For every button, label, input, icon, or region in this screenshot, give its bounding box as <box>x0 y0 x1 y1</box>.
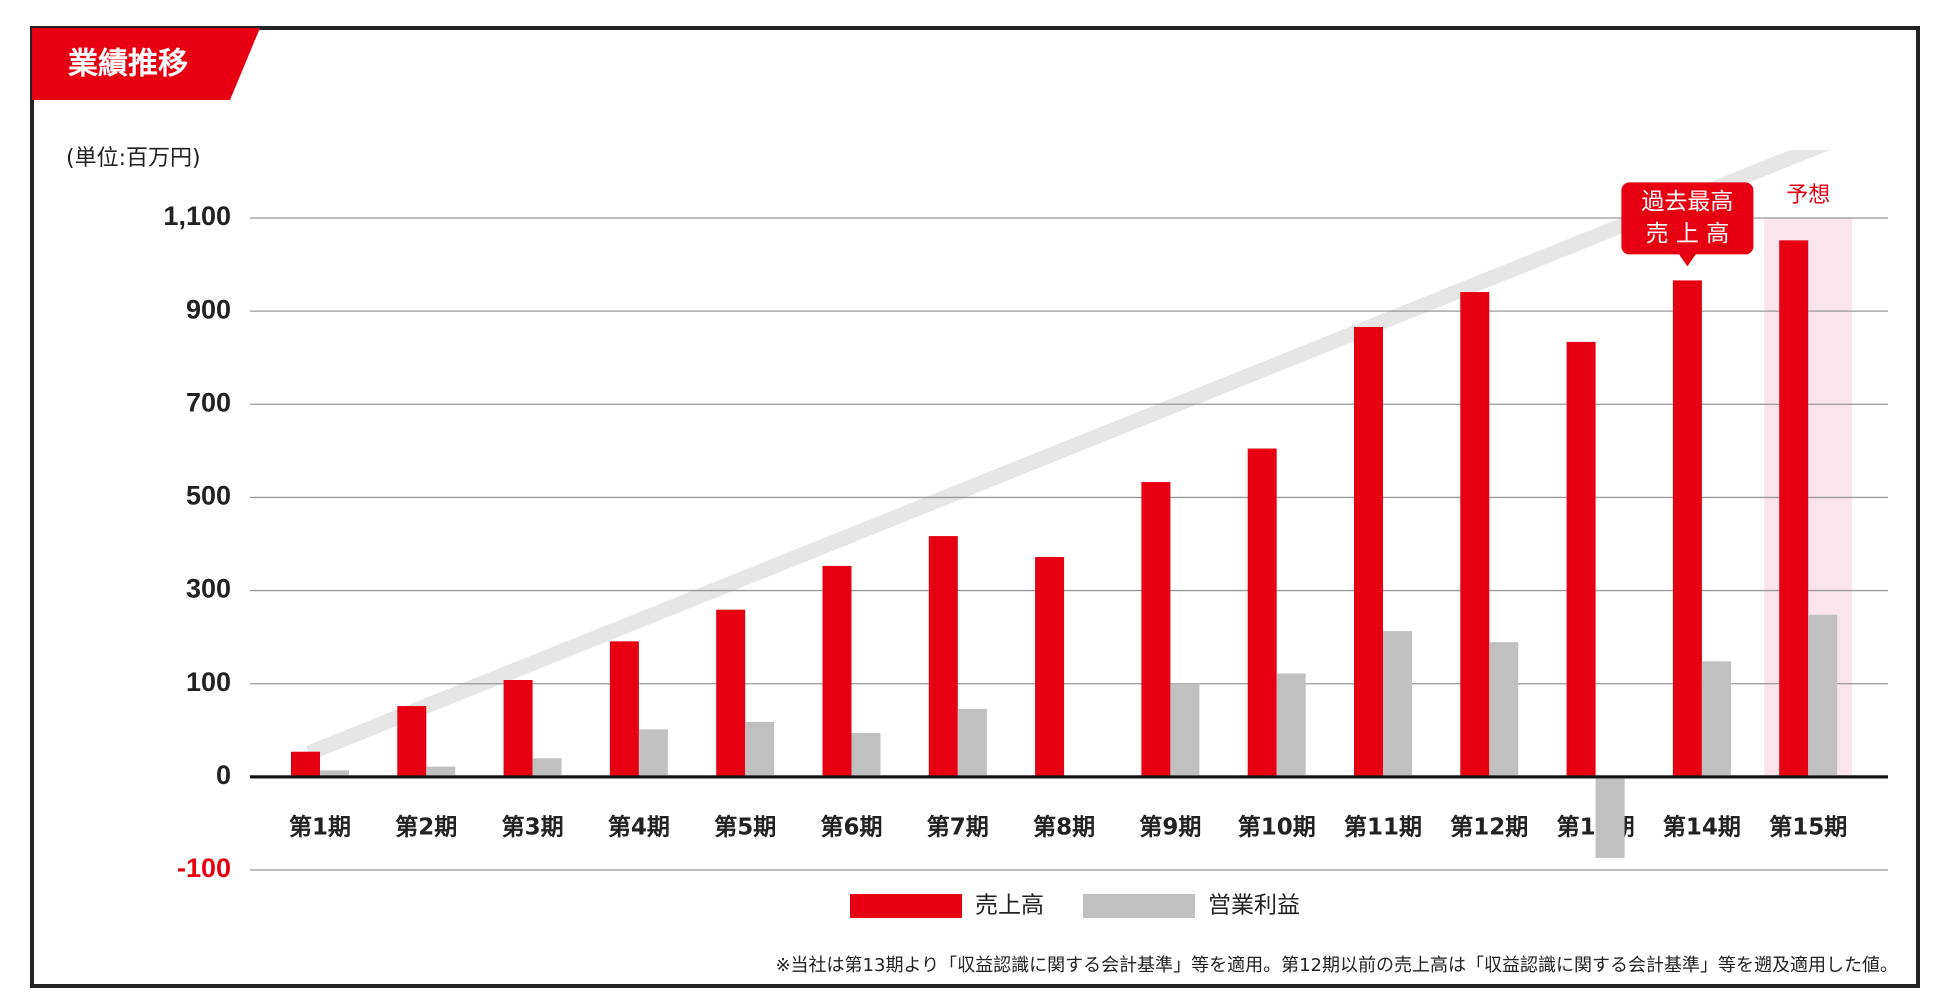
bar <box>609 641 639 777</box>
bar <box>532 758 562 777</box>
bar <box>716 609 746 777</box>
bar <box>1383 631 1412 777</box>
bar <box>928 536 958 777</box>
title-banner <box>32 28 260 100</box>
bar <box>1276 673 1306 777</box>
legend-swatch <box>1083 894 1195 918</box>
callout-text: 売 上 高 <box>1646 221 1730 247</box>
x-tick-label: 第11期 <box>1344 814 1422 841</box>
callout-box <box>1621 182 1754 255</box>
legend-label: 売上高 <box>975 893 1044 919</box>
x-tick-label: 第5期 <box>714 814 776 841</box>
bar <box>957 708 987 777</box>
trend-arrow <box>306 150 1830 760</box>
bar <box>638 729 668 777</box>
bar <box>1595 776 1625 858</box>
bar <box>397 706 427 777</box>
bar <box>1672 280 1702 777</box>
x-tick-label: 第3期 <box>502 814 564 841</box>
x-tick-label: 第9期 <box>1139 814 1201 841</box>
bar <box>745 721 775 777</box>
legend-swatch <box>850 894 962 918</box>
bar <box>1808 614 1838 777</box>
bar <box>1489 642 1519 777</box>
x-tick-label: 第10期 <box>1238 814 1316 841</box>
x-tick-label: 第1期 <box>289 814 351 841</box>
y-tick-label: 1,100 <box>163 201 231 231</box>
chart-title: 業績推移 <box>68 47 188 82</box>
bar <box>822 565 852 777</box>
bar <box>851 733 881 777</box>
bar <box>1247 448 1277 777</box>
callout-text: 過去最高 <box>1641 189 1733 215</box>
frame <box>30 26 1920 988</box>
y-tick-label: -100 <box>177 853 231 883</box>
bar <box>1354 326 1383 777</box>
x-tick-label: 第6期 <box>820 814 882 841</box>
x-tick-label: 第15期 <box>1769 814 1847 841</box>
bar <box>1141 482 1171 777</box>
bar <box>1566 341 1596 777</box>
y-tick-label: 500 <box>186 481 231 511</box>
y-tick-label: 900 <box>186 294 231 324</box>
bar <box>291 751 320 777</box>
x-tick-label: 第14期 <box>1663 814 1741 841</box>
bar <box>1779 240 1809 777</box>
bar <box>1701 661 1731 777</box>
bar <box>426 766 456 777</box>
footnote: ※当社は第13期より「収益認識に関する会計基準」等を適用。第12期以前の売上高は… <box>775 955 1898 976</box>
y-tick-label: 100 <box>186 667 231 697</box>
callout-pointer <box>1678 253 1697 267</box>
bar <box>1170 683 1200 777</box>
legend-label: 営業利益 <box>1208 893 1300 919</box>
unit-label: (単位:百万円) <box>66 146 201 171</box>
trend-arrow-shape <box>306 150 1830 760</box>
x-tick-label: 第2期 <box>395 814 457 841</box>
bar <box>503 679 533 777</box>
x-tick-label: 第7期 <box>927 814 989 841</box>
y-tick-label: 300 <box>186 574 231 604</box>
forecast-label: 予想 <box>1786 183 1830 208</box>
y-tick-label: 700 <box>186 387 231 417</box>
x-tick-label: 第8期 <box>1033 814 1095 841</box>
bar <box>1460 292 1490 777</box>
x-tick-label: 第4期 <box>608 814 670 841</box>
x-tick-label: 第12期 <box>1450 814 1528 841</box>
y-tick-label: 0 <box>216 760 231 790</box>
bar <box>1035 557 1065 777</box>
bar <box>320 770 349 777</box>
